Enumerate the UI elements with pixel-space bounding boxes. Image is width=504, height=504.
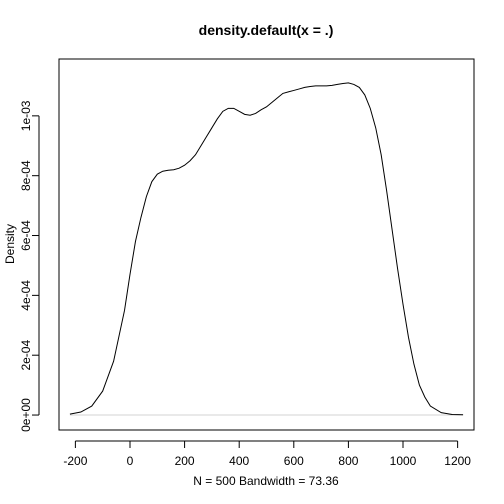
x-tick-label: 800 bbox=[338, 454, 358, 468]
y-tick-label: 4e-04 bbox=[19, 280, 33, 311]
plot-frame bbox=[58, 58, 475, 431]
x-axis: -200 0 200 400 600 800 1000 1200 bbox=[63, 440, 471, 468]
y-axis: 0e+00 2e-04 4e-04 6e-04 8e-04 1e-03 bbox=[19, 100, 40, 432]
y-tick-label: 0e+00 bbox=[19, 398, 33, 432]
x-tick-label: 600 bbox=[284, 454, 304, 468]
y-axis-label: Density bbox=[3, 224, 17, 264]
x-tick-label: 200 bbox=[175, 454, 195, 468]
chart-title: density.default(x = .) bbox=[199, 22, 334, 38]
x-tick-label: 1000 bbox=[390, 454, 417, 468]
y-tick-label: 8e-04 bbox=[19, 160, 33, 191]
x-tick-label: 400 bbox=[229, 454, 249, 468]
x-tick-label: 1200 bbox=[444, 454, 471, 468]
x-tick-label: -200 bbox=[63, 454, 87, 468]
y-tick-label: 2e-04 bbox=[19, 340, 33, 371]
y-tick-label: 1e-03 bbox=[19, 100, 33, 131]
y-tick-label: 6e-04 bbox=[19, 220, 33, 251]
x-axis-label: N = 500 Bandwidth = 73.36 bbox=[193, 474, 339, 488]
x-tick-label: 0 bbox=[127, 454, 134, 468]
density-line bbox=[69, 82, 464, 416]
